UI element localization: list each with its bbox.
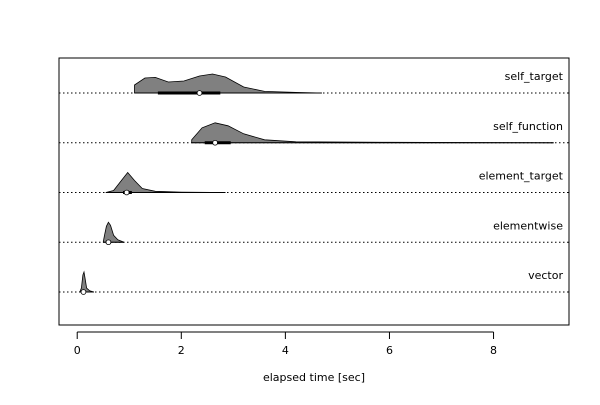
series-element-target: element_target (59, 170, 569, 196)
x-tick-label: 2 (178, 344, 185, 357)
x-tick-label: 0 (74, 344, 81, 357)
violin-shape (102, 221, 125, 243)
x-axis-title: elapsed time [sec] (263, 371, 365, 384)
series-self-target: self_target (59, 70, 569, 96)
series-label: self_function (493, 120, 563, 133)
series-self-function: self_function (59, 120, 569, 146)
x-tick-label: 6 (386, 344, 393, 357)
series-label: elementwise (493, 219, 563, 232)
median-point (105, 239, 112, 246)
x-tick-label: 4 (282, 344, 289, 357)
violin-series-group: vector elementwise element_target self_func… (59, 70, 569, 295)
violin-shape (79, 270, 95, 293)
series-label: vector (528, 269, 563, 282)
series-label: self_target (505, 70, 564, 83)
series-elementwise: elementwise (59, 219, 569, 246)
plot-frame (58, 57, 570, 326)
violin-shape (191, 122, 554, 144)
x-axis: 0 2 4 6 8 (74, 331, 497, 357)
x-tick-label: 8 (490, 344, 497, 357)
violin-shape (134, 73, 322, 94)
series-label: element_target (479, 170, 564, 183)
median-point (80, 289, 87, 295)
median-point (123, 189, 130, 196)
median-point (212, 139, 218, 146)
series-vector: vector (59, 269, 569, 295)
median-point (196, 90, 203, 96)
violin-shape (105, 171, 226, 193)
